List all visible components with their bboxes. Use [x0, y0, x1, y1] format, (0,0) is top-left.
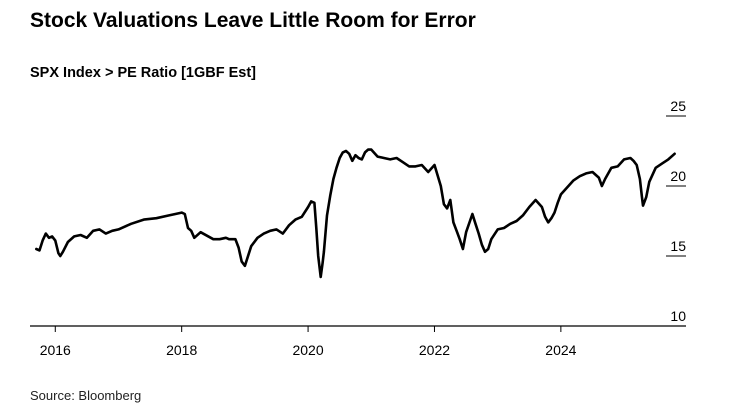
- x-tick-label: 2016: [40, 342, 71, 358]
- chart-title: Stock Valuations Leave Little Room for E…: [30, 9, 476, 32]
- x-tick-label: 2024: [545, 342, 576, 358]
- y-axis: 10 15 20 25: [666, 98, 686, 324]
- x-tick-label: 2022: [419, 342, 450, 358]
- pe-ratio-line: [35, 148, 676, 279]
- y-tick-label: 20: [670, 168, 686, 184]
- x-tick-label: 2020: [292, 342, 323, 358]
- chart-subtitle: SPX Index > PE Ratio [1GBF Est]: [30, 65, 257, 81]
- x-axis: 2016 2018 2020 2022 2024: [40, 326, 577, 358]
- source-note: Source: Bloomberg: [30, 388, 142, 403]
- x-tick-label: 2018: [166, 342, 197, 358]
- y-tick-label: 10: [670, 308, 686, 324]
- y-tick-label: 25: [670, 98, 686, 114]
- y-tick-label: 15: [670, 238, 686, 254]
